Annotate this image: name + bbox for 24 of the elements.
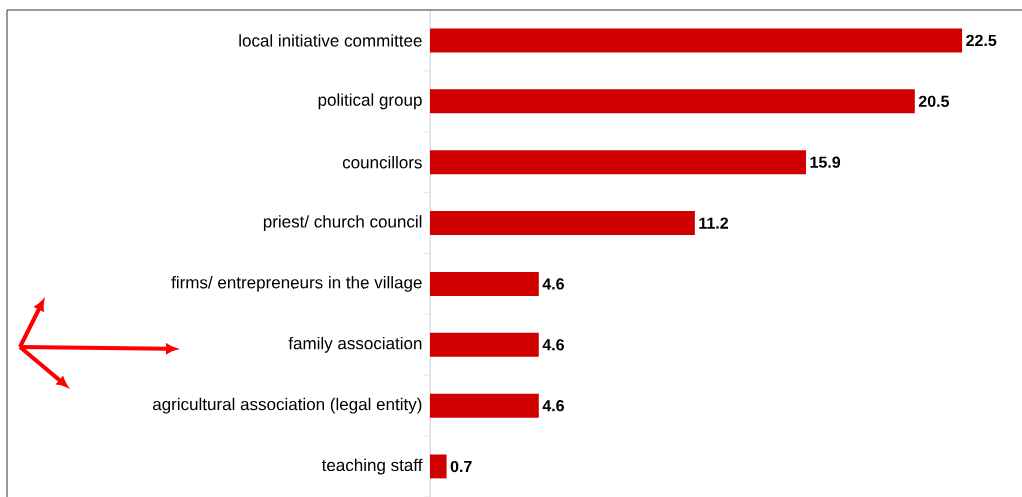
data-label: 4.6 xyxy=(542,278,564,290)
bar xyxy=(430,454,447,479)
data-label: 22.5 xyxy=(966,34,997,47)
data-label: 20.5 xyxy=(918,95,950,107)
y-tick-label: political group xyxy=(318,93,422,110)
bar xyxy=(430,28,963,53)
y-tick-label: teaching staff xyxy=(321,458,423,475)
y-tick-label: family association xyxy=(288,336,422,353)
data-label: 11.2 xyxy=(699,217,729,229)
y-tick-label: councillors xyxy=(342,155,422,169)
data-label: 15.9 xyxy=(810,156,841,168)
data-label: 4.6 xyxy=(542,339,564,351)
bar xyxy=(430,393,539,418)
bar xyxy=(430,150,807,175)
data-label: 0.7 xyxy=(450,460,472,473)
y-tick-label: local initiative committee xyxy=(239,34,422,47)
y-tick-label: firms/ entrepreneurs in the village xyxy=(171,276,422,292)
bar xyxy=(430,332,539,357)
bar xyxy=(430,211,695,236)
bar xyxy=(430,89,915,114)
y-tick-label: priest/ church council xyxy=(263,215,422,231)
bar xyxy=(430,271,539,296)
data-label: 4.6 xyxy=(542,400,564,412)
y-tick-label: agricultural association (legal entity) xyxy=(152,397,422,414)
